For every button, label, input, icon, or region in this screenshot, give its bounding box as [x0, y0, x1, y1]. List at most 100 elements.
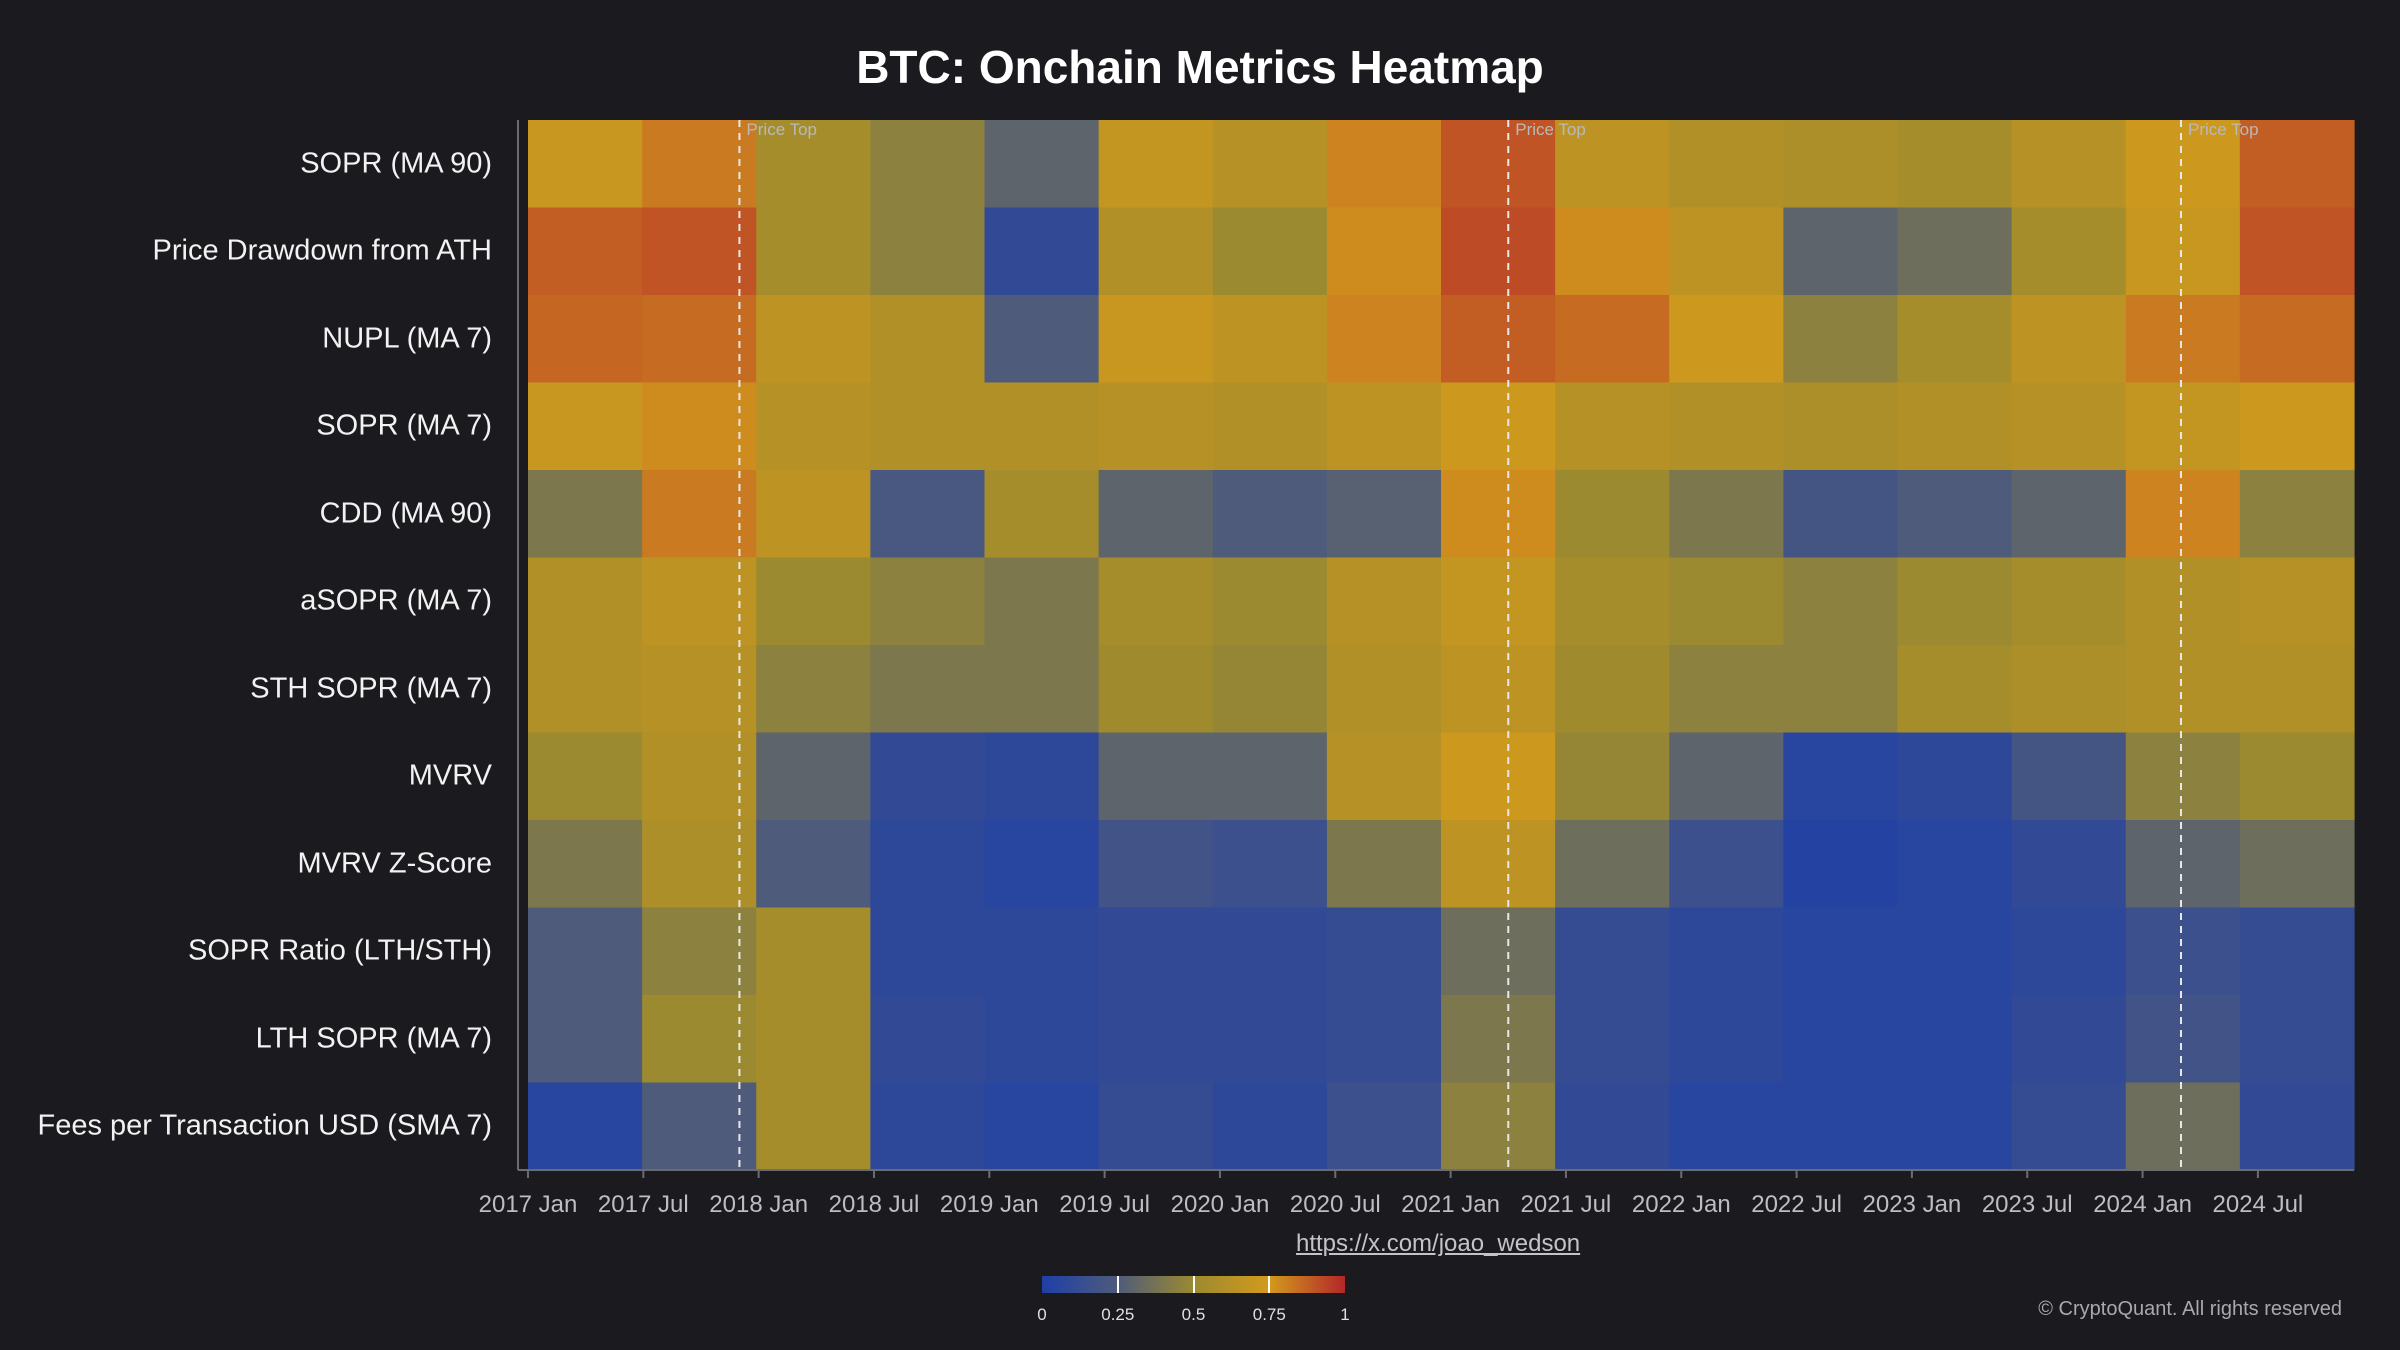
heatmap-cell [1555, 470, 1670, 559]
heatmap-cell [1783, 820, 1899, 909]
heatmap-cell [2125, 732, 2241, 821]
x-tick-label: 2023 Jan [1862, 1191, 1962, 1218]
heatmap-cell [642, 1082, 757, 1171]
heatmap-cell [1441, 820, 1556, 909]
heatmap-cell [2011, 207, 2127, 296]
heatmap-cell [528, 557, 643, 646]
heatmap-cell [1441, 557, 1556, 646]
heatmap-cell [1897, 732, 2013, 821]
heatmap-cell [2239, 120, 2355, 209]
heatmap-cell [1669, 1082, 1784, 1171]
x-tick-label: 2017 Jan [478, 1191, 578, 1218]
heatmap-cell [870, 207, 986, 296]
heatmap-cell [1897, 470, 2013, 559]
heatmap-cell [1212, 295, 1328, 384]
heatmap-cell [870, 645, 986, 734]
heatmap-cell [984, 645, 1100, 734]
heatmap-cell [1897, 557, 2013, 646]
heatmap-cell [1669, 732, 1784, 821]
heatmap-cell [756, 732, 871, 821]
heatmap-cell [1783, 120, 1899, 209]
heatmap-cell [756, 995, 871, 1084]
heatmap-cell [1441, 732, 1556, 821]
heatmap-cell [984, 995, 1100, 1084]
heatmap-cell [1326, 732, 1442, 821]
heatmap-cell [2125, 1082, 2241, 1171]
heatmap-cell [1783, 295, 1899, 384]
x-tick-label: 2023 Jul [1981, 1191, 2073, 1218]
heatmap-cell [1669, 645, 1784, 734]
source-link[interactable]: https://x.com/joao_wedson [1296, 1230, 1581, 1257]
heatmap-cell [1212, 470, 1328, 559]
heatmap-cell [870, 1082, 986, 1171]
heatmap-cell [756, 207, 871, 296]
heatmap-cell [2011, 645, 2127, 734]
heatmap-cell [870, 382, 986, 471]
x-tick-label: 2019 Jul [1059, 1191, 1150, 1218]
heatmap-cell [1212, 382, 1328, 471]
heatmap-cell [1326, 907, 1442, 996]
heatmap-cell [1441, 470, 1556, 559]
heatmap-cell [870, 732, 986, 821]
heatmap-cell [1897, 820, 2013, 909]
heatmap-cell [984, 557, 1100, 646]
heatmap-cell [2125, 120, 2241, 209]
heatmap-cell [1326, 120, 1442, 209]
heatmap-cell [756, 470, 871, 559]
heatmap-cell [756, 382, 871, 471]
colorbar-tick-label: 1 [1340, 1305, 1350, 1324]
heatmap-cell [2011, 820, 2127, 909]
heatmap-cell [2125, 295, 2241, 384]
heatmap-cell [2239, 557, 2355, 646]
heatmap-cell [528, 207, 643, 296]
heatmap-cell [984, 732, 1100, 821]
x-tick-label: 2021 Jan [1401, 1191, 1500, 1218]
heatmap-cell [1783, 995, 1899, 1084]
heatmap-cell [1212, 732, 1328, 821]
heatmap-cell [870, 820, 986, 909]
heatmap-cell [1212, 557, 1328, 646]
heatmap-cell [2239, 732, 2355, 821]
x-tick-label: 2020 Jan [1170, 1191, 1270, 1218]
heatmap-cell [1098, 820, 1214, 909]
heatmap-cell [984, 907, 1100, 996]
heatmap-cell [1098, 1082, 1214, 1171]
price-top-label: Price Top [1515, 120, 1586, 139]
heatmap-cell [2011, 382, 2127, 471]
heatmap-cell [1669, 120, 1784, 209]
heatmap-cell [1098, 470, 1214, 559]
heatmap-cell [1555, 120, 1670, 209]
row-label: SOPR (MA 7) [316, 409, 492, 442]
heatmap-cell [1326, 1082, 1442, 1171]
heatmap-cell [984, 295, 1100, 384]
heatmap-cell [1326, 207, 1442, 296]
heatmap-cell [1897, 645, 2013, 734]
heatmap-cell [1897, 207, 2013, 296]
price-top-label: Price Top [746, 120, 817, 139]
heatmap-cell [528, 295, 643, 384]
heatmap-cell [756, 557, 871, 646]
heatmap-cell [1098, 995, 1214, 1084]
heatmap-cell [1669, 470, 1784, 559]
heatmap-cell [528, 995, 643, 1084]
heatmap-cell [1555, 382, 1670, 471]
heatmap-cell [1669, 820, 1784, 909]
heatmap-cell [756, 295, 871, 384]
heatmap-cell [2239, 995, 2355, 1084]
heatmap-cell [1326, 295, 1442, 384]
colorbar-tick-label: 0.25 [1101, 1305, 1135, 1324]
heatmap-cell [2011, 732, 2127, 821]
heatmap-cell [1783, 557, 1899, 646]
heatmap-cell [528, 820, 643, 909]
heatmap-cell [984, 820, 1100, 909]
row-label: MVRV Z-Score [297, 847, 492, 880]
x-tick-label: 2022 Jan [1631, 1191, 1731, 1218]
heatmap-cell [1555, 207, 1670, 296]
chart-title: BTC: Onchain Metrics Heatmap [856, 41, 1544, 93]
heatmap-cell [1897, 995, 2013, 1084]
heatmap-cell [870, 470, 986, 559]
heatmap-cell [1326, 382, 1442, 471]
heatmap-cell [2239, 470, 2355, 559]
heatmap-cell [2011, 995, 2127, 1084]
heatmap-cell [870, 295, 986, 384]
